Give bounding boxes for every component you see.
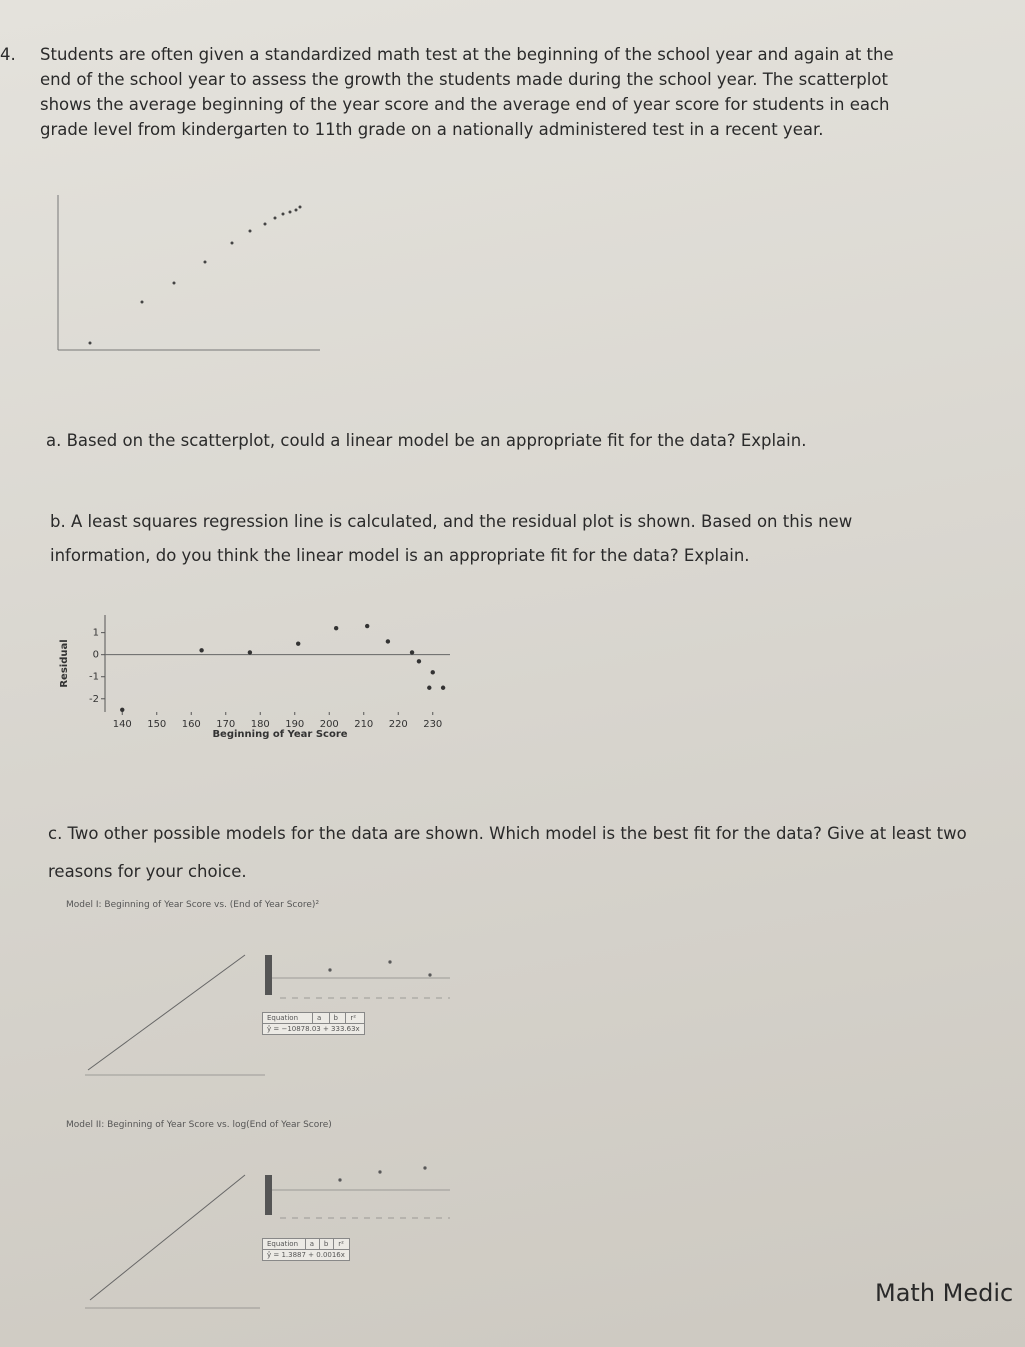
residual-plot: -2 -1 0 1 140 150 160 170 180 190 200 210 220 230 Begi… — [59, 615, 450, 740]
header-cell: a — [311, 1012, 330, 1024]
point — [120, 707, 125, 712]
header-cell: b — [328, 1012, 347, 1024]
point — [416, 659, 422, 664]
x-tick-label: 210 — [354, 719, 373, 730]
header-cell: a — [304, 1238, 320, 1250]
model-1-table: Equation a b r² ŷ = −10878.03 + 333.63x — [262, 1012, 365, 1035]
header-cell: r² — [333, 1238, 350, 1250]
header-cell: r² — [345, 1012, 365, 1024]
y-tick-label: 0 — [93, 650, 99, 661]
header-cell: Equation — [262, 1238, 306, 1250]
x-tick-label: 180 — [251, 719, 270, 730]
header-cell: Equation — [262, 1012, 313, 1024]
x-tick-label: 150 — [147, 719, 166, 730]
point — [365, 623, 370, 629]
x-axis-label: Beginning of Year Score — [212, 729, 347, 740]
x-tick-label: 190 — [285, 719, 304, 730]
x-tick-label: 230 — [423, 719, 442, 730]
part-c: c. Two other possible models for the dat… — [48, 824, 967, 881]
model-1-title: Model I: Beginning of Year Score vs. (En… — [66, 900, 320, 910]
y-tick-label: -2 — [89, 694, 99, 705]
x-tick-label: 160 — [182, 719, 201, 730]
x-tick-label: 220 — [389, 719, 408, 730]
point — [333, 626, 339, 631]
point — [199, 648, 204, 653]
y-tick-label: 1 — [93, 628, 99, 639]
point — [247, 650, 253, 655]
x-tick-label: 170 — [216, 719, 235, 730]
question-number: 4. — [0, 45, 16, 64]
point — [296, 641, 301, 646]
model-2-table: Equation a b r² ŷ = 1.3887 + 0.0016x — [262, 1238, 350, 1261]
point — [385, 639, 391, 644]
model-2-title: Model II: Beginning of Year Score vs. lo… — [66, 1120, 332, 1130]
y-axis-label: Residual — [59, 639, 70, 687]
point — [427, 685, 432, 690]
x-tick-label: 140 — [113, 719, 132, 730]
y-tick-label: -1 — [89, 672, 99, 683]
header-cell: b — [318, 1238, 335, 1250]
model-2-sketch — [85, 1166, 450, 1309]
question-text: Students are often given a standardized … — [40, 45, 894, 139]
point — [440, 685, 446, 690]
part-b: b. A least squares regression line is ca… — [50, 512, 853, 565]
point — [430, 670, 435, 675]
part-a: a. Based on the scatterplot, could a lin… — [46, 431, 807, 450]
model-1-sketch — [85, 954, 450, 1076]
point — [409, 650, 415, 655]
scatterplot-sketch — [57, 195, 320, 351]
equation: ŷ = −10878.03 + 333.63x — [262, 1023, 365, 1035]
x-tick-label: 200 — [320, 719, 339, 730]
equation: ŷ = 1.3887 + 0.0016x — [262, 1249, 350, 1261]
footer-brand: Math Medic — [875, 1279, 1014, 1307]
